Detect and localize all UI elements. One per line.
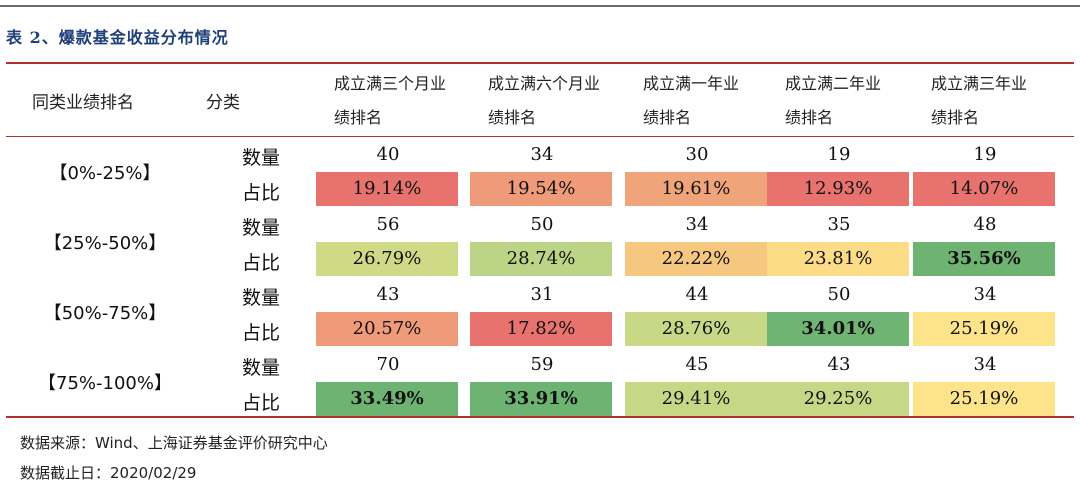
table-bottom-rule — [6, 416, 1074, 418]
ratio-cell: 26.79% — [316, 242, 458, 276]
ratio-cell: 35.56% — [913, 242, 1055, 276]
count-cell: 48 — [973, 214, 997, 235]
count-label: 数量 — [241, 357, 280, 379]
ratio-cell: 28.76% — [625, 312, 767, 346]
count-cell: 70 — [376, 354, 400, 375]
count-cell: 34 — [973, 284, 997, 305]
count-cell: 44 — [685, 284, 709, 305]
count-label: 数量 — [241, 147, 280, 169]
count-cell: 19 — [973, 144, 997, 165]
count-cell: 43 — [827, 354, 851, 375]
count-cell: 19 — [827, 144, 851, 165]
header-rank: 同类业绩排名 — [32, 93, 134, 113]
header-period-line1: 成立满二年业 — [785, 74, 882, 93]
ratio-cell: 25.19% — [913, 382, 1055, 416]
count-cell: 43 — [376, 284, 400, 305]
ratio-cell: 23.81% — [767, 242, 909, 276]
header-period-line1: 成立满一年业 — [643, 74, 740, 93]
count-cell: 50 — [530, 214, 554, 235]
header-period-line2: 绩排名 — [334, 108, 383, 127]
header-period-2: 成立满六个月业 绩排名 — [488, 67, 600, 135]
rank-group-label: 【25%-50%】 — [43, 233, 167, 254]
ratio-cell: 29.25% — [767, 382, 909, 416]
source-note: 数据来源：Wind、上海证券基金评价研究中心 — [20, 434, 328, 452]
header-period-line2: 绩排名 — [785, 108, 834, 127]
count-cell: 59 — [530, 354, 554, 375]
header-type: 分类 — [206, 93, 240, 113]
count-label: 数量 — [241, 217, 280, 239]
count-cell: 50 — [827, 284, 851, 305]
rank-group-label: 【75%-100%】 — [38, 373, 172, 394]
count-cell: 30 — [685, 144, 709, 165]
count-cell: 35 — [827, 214, 851, 235]
rank-group-label: 【50%-75%】 — [43, 303, 167, 324]
table-top-rule — [6, 62, 1074, 64]
ratio-cell: 33.49% — [316, 382, 458, 416]
count-cell: 34 — [530, 144, 554, 165]
ratio-cell: 19.14% — [316, 172, 458, 206]
ratio-cell: 19.54% — [470, 172, 612, 206]
ratio-cell: 19.61% — [625, 172, 767, 206]
count-cell: 40 — [376, 144, 400, 165]
header-period-line1: 成立满三年业 — [931, 74, 1028, 93]
header-period-line2: 绩排名 — [643, 108, 692, 127]
count-label: 数量 — [241, 287, 280, 309]
date-note: 数据截止日：2020/02/29 — [20, 464, 197, 482]
header-period-line2: 绩排名 — [488, 108, 537, 127]
ratio-cell: 29.41% — [625, 382, 767, 416]
ratio-cell: 20.57% — [316, 312, 458, 346]
count-cell: 31 — [530, 284, 554, 305]
ratio-label: 占比 — [241, 252, 280, 274]
ratio-cell: 33.91% — [470, 382, 612, 416]
count-cell: 45 — [685, 354, 709, 375]
count-cell: 34 — [973, 354, 997, 375]
ratio-cell: 12.93% — [767, 172, 909, 206]
ratio-cell: 28.74% — [470, 242, 612, 276]
header-period-line1: 成立满三个月业 — [334, 74, 447, 93]
header-period-3: 成立满一年业 绩排名 — [643, 67, 739, 135]
header-period-1: 成立满三个月业 绩排名 — [334, 67, 446, 135]
ratio-label: 占比 — [241, 392, 280, 414]
rank-group-label: 【0%-25%】 — [49, 163, 161, 184]
ratio-cell: 14.07% — [913, 172, 1055, 206]
count-cell: 34 — [685, 214, 709, 235]
header-period-5: 成立满三年业 绩排名 — [931, 67, 1027, 135]
ratio-cell: 22.22% — [625, 242, 767, 276]
header-period-line2: 绩排名 — [931, 108, 980, 127]
header-period-4: 成立满二年业 绩排名 — [785, 67, 881, 135]
ratio-cell: 34.01% — [767, 312, 909, 346]
header-bottom-rule — [6, 136, 1074, 137]
ratio-label: 占比 — [241, 182, 280, 204]
ratio-label: 占比 — [241, 322, 280, 344]
table-caption: 表 2、爆款基金收益分布情况 — [6, 28, 229, 47]
top-divider — [0, 5, 1080, 7]
count-cell: 56 — [376, 214, 400, 235]
ratio-cell: 25.19% — [913, 312, 1055, 346]
ratio-cell: 17.82% — [470, 312, 612, 346]
header-period-line1: 成立满六个月业 — [488, 74, 601, 93]
